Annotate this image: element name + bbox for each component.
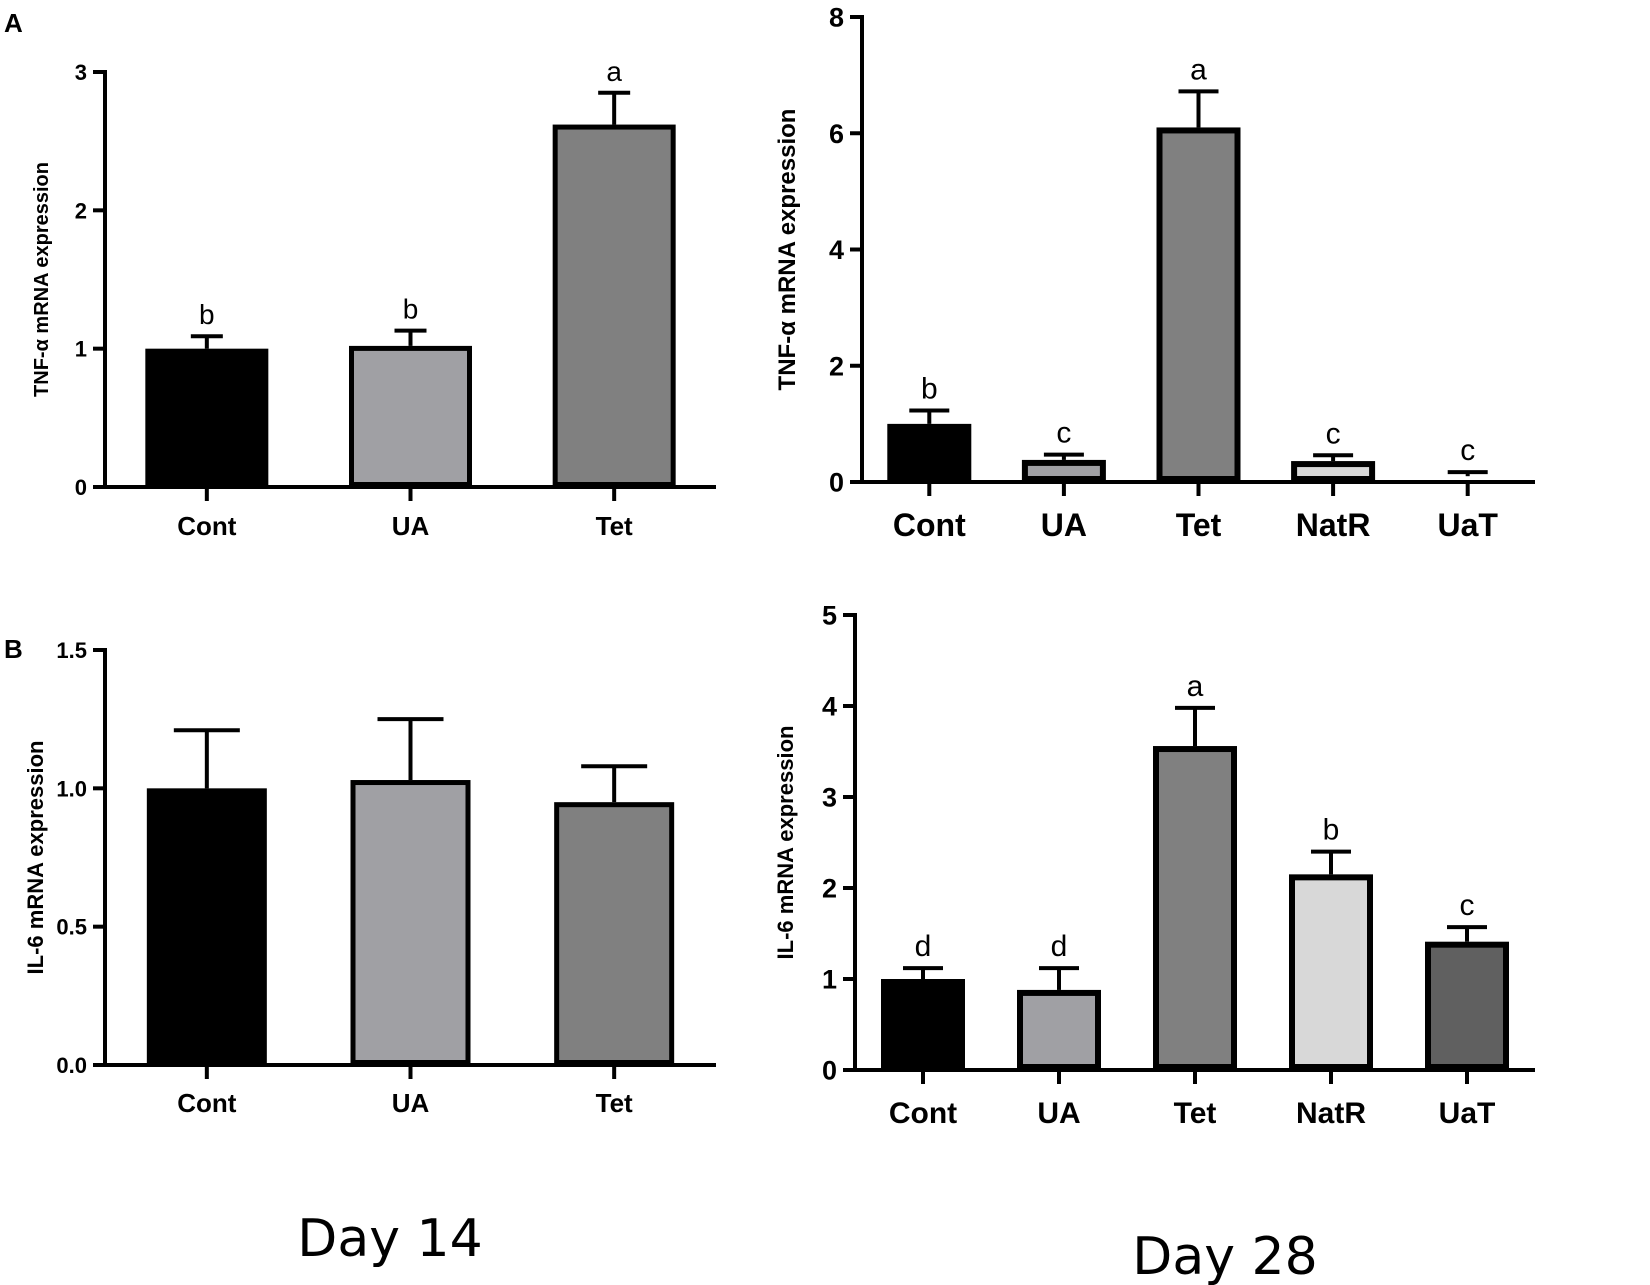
bar-natr [1289, 874, 1373, 1070]
significance-letter: c [1056, 417, 1071, 450]
y-tick-label: 3 [822, 783, 837, 813]
x-tick-label: Cont [177, 1088, 237, 1118]
x-tick-label: UaT [1439, 1097, 1496, 1130]
y-axis-title: IL-6 mRNA expression [23, 741, 48, 975]
y-tick-label: 1 [75, 337, 87, 362]
chart-il6-day14: 0.0 0.5 1.0 1.5 IL-6 mRNA expression Cont UA Te… [23, 638, 716, 1118]
bar-cont [887, 423, 972, 482]
y-axis-title: TNF-α mRNA expression [31, 162, 53, 397]
bar-ua [349, 345, 472, 487]
y-tick-label: 3 [75, 60, 87, 85]
bar-cont [146, 788, 267, 1065]
significance-letter: c [1326, 417, 1341, 450]
significance-letter: a [1187, 670, 1204, 703]
y-tick-label: 6 [829, 119, 844, 149]
significance-letter: b [921, 373, 938, 406]
x-tick-label: NatR [1296, 1097, 1366, 1130]
panel-label-b: B [4, 634, 23, 664]
significance-letter: c [1460, 889, 1475, 922]
bar-cont [881, 979, 965, 1070]
significance-letter: b [403, 294, 419, 325]
significance-letter: c [1460, 434, 1475, 467]
significance-letter: d [1051, 930, 1068, 963]
y-tick-label: 0 [822, 1056, 837, 1086]
y-axis-title: TNF-α mRNA expression [774, 109, 801, 391]
y-tick-label: 0 [75, 475, 87, 500]
x-tick-label: Tet [1174, 1097, 1217, 1130]
x-tick-label: Cont [889, 1097, 957, 1130]
x-tick-label: Tet [1176, 507, 1222, 543]
x-tick-label: UaT [1437, 507, 1498, 543]
chart-il6-day28: 0 1 2 3 4 5 IL-6 mRNA expression Cont d UA d Tet a Na… [773, 601, 1535, 1130]
x-tick-label: UA [392, 511, 430, 541]
y-tick-label: 8 [829, 3, 844, 33]
y-tick-label: 0.5 [56, 915, 87, 940]
x-tick-label: Cont [893, 507, 966, 543]
bar-tet [552, 124, 676, 487]
significance-letter: b [199, 299, 215, 330]
panel-label-a: A [4, 8, 23, 38]
y-tick-label: 0 [829, 468, 844, 498]
y-tick-label: 2 [829, 351, 844, 381]
x-tick-label: Tet [596, 511, 633, 541]
x-tick-label: Tet [596, 1088, 633, 1118]
y-tick-label: 5 [822, 601, 837, 631]
y-tick-label: 2 [75, 198, 87, 223]
bar-uat [1425, 941, 1509, 1070]
significance-letter: b [1323, 814, 1340, 847]
x-tick-label: Cont [177, 511, 237, 541]
y-tick-label: 1.5 [56, 638, 87, 663]
y-tick-label: 0.0 [56, 1053, 87, 1078]
significance-letter: a [606, 56, 622, 87]
significance-letter: a [1190, 53, 1207, 86]
chart-tnf-alpha-day28: 0 2 4 6 8 TNF-α mRNA expression Cont b UA c Tet a Na… [774, 3, 1535, 543]
bar-ua [350, 780, 471, 1065]
x-tick-label: UA [1041, 507, 1087, 543]
y-tick-label: 4 [829, 235, 844, 265]
day-28-label: Day 28 [1132, 1227, 1317, 1285]
bar-ua [1017, 989, 1101, 1070]
bar-ua [1021, 459, 1106, 483]
bar-tet [554, 802, 675, 1066]
y-tick-label: 1.0 [56, 776, 87, 801]
significance-letter: d [915, 930, 932, 963]
day-14-label: Day 14 [297, 1209, 482, 1269]
x-tick-label: NatR [1296, 507, 1371, 543]
bar-natr [1291, 461, 1376, 483]
chart-tnf-alpha-day14: 0 1 2 3 TNF-α mRNA expression Cont b UA b Tet a [31, 56, 716, 541]
y-tick-label: 1 [822, 965, 837, 995]
x-tick-label: UA [392, 1088, 430, 1118]
x-tick-label: UA [1037, 1097, 1080, 1130]
bar-cont [145, 348, 269, 487]
bar-tet [1153, 746, 1237, 1070]
y-tick-label: 2 [822, 874, 837, 904]
y-tick-label: 4 [822, 692, 837, 722]
y-axis-title: IL-6 mRNA expression [773, 726, 798, 960]
bar-tet [1156, 127, 1241, 482]
